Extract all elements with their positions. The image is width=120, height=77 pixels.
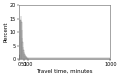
Bar <box>20 20 21 59</box>
Bar <box>28 58 110 59</box>
Bar <box>26 57 27 59</box>
Bar <box>25 56 26 59</box>
Bar <box>27 58 28 59</box>
Bar <box>21 21 22 59</box>
Bar <box>19 55 20 59</box>
Bar <box>23 50 24 59</box>
Bar <box>24 54 25 59</box>
Bar <box>22 42 23 59</box>
Y-axis label: Percent: Percent <box>3 22 9 42</box>
X-axis label: Travel time, minutes: Travel time, minutes <box>37 69 93 74</box>
